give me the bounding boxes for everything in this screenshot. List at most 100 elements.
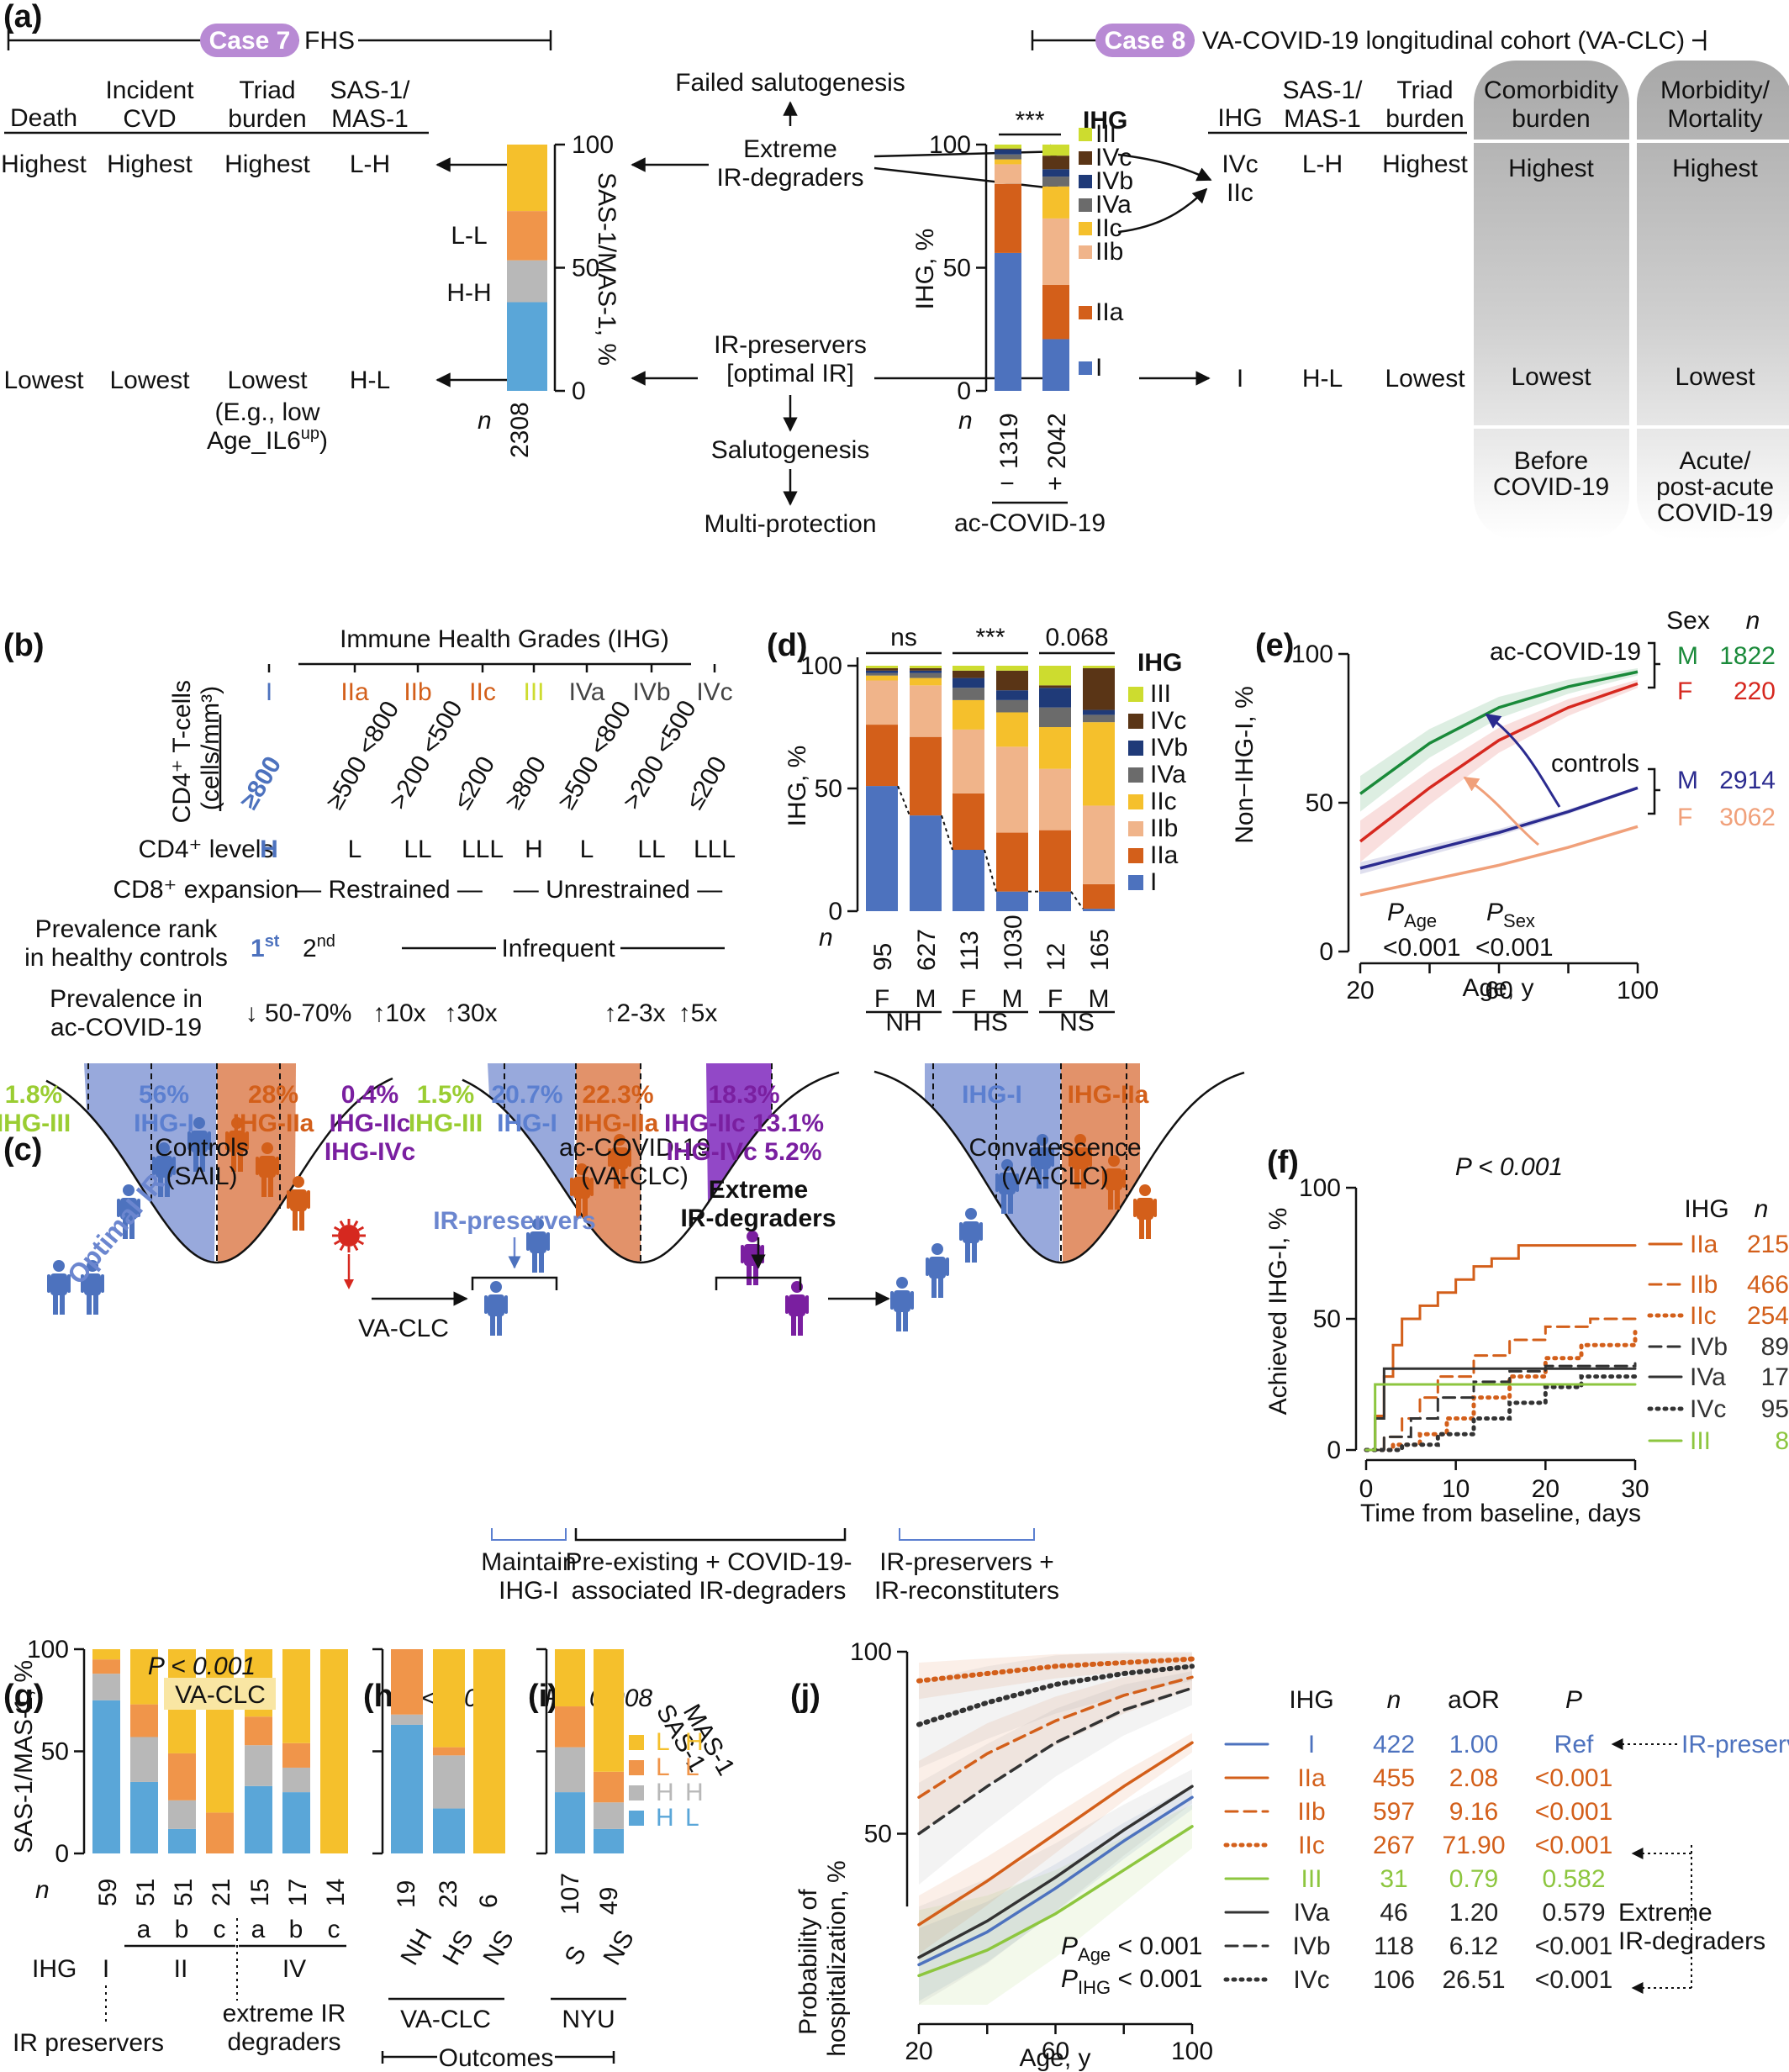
j-cell-0-1: 422 xyxy=(1373,1731,1415,1758)
h-seg-HL xyxy=(433,1808,465,1853)
d-legend-swatch-III xyxy=(1128,687,1143,702)
left-header-1-line: Incident xyxy=(105,76,194,104)
d-seg-IIa xyxy=(1039,830,1071,892)
d-n-1: 627 xyxy=(913,929,941,971)
i-legend-a-1: L xyxy=(656,1753,670,1781)
g-bottom-2-line: extreme IR xyxy=(223,2000,346,2027)
g-sub-0: a xyxy=(137,1916,151,1943)
box1-bottom-line: COVID-19 xyxy=(1657,499,1773,527)
d-n-4: 12 xyxy=(1042,943,1070,971)
j-cell-6-2: 6.12 xyxy=(1449,1932,1498,1960)
j-ylabel-2: hospitalization, % xyxy=(823,1860,851,2056)
panel-f-label: (f) xyxy=(1267,1145,1299,1180)
ihg-axis-label: IHG, % xyxy=(911,229,939,310)
g-n-label: n xyxy=(35,1876,50,1904)
ihg-seg-IVa xyxy=(1042,177,1069,187)
ihg-n-1: 2042 xyxy=(1043,413,1071,469)
f-legend-n-IVa: 17 xyxy=(1761,1363,1789,1391)
d-seg-I xyxy=(910,815,942,911)
cd4-range-4: ≥800 xyxy=(499,751,551,814)
row-high-0: Highest xyxy=(1,150,87,178)
g-box-label: VA-CLC xyxy=(175,1681,266,1709)
c2-stat-2-line: 22.3% xyxy=(582,1081,653,1109)
i-legend-b-3: L xyxy=(685,1804,699,1832)
j-header-1: n xyxy=(1387,1686,1401,1714)
g-n-6: 14 xyxy=(322,1879,350,1906)
d-seg-III xyxy=(910,666,942,668)
right-header-1-line: MAS-1 xyxy=(1284,105,1361,133)
d-sig-2: 0.068 xyxy=(1045,624,1108,651)
legend-swatch-IIa xyxy=(1079,306,1092,319)
g-n-0: 59 xyxy=(94,1879,122,1906)
d-legend-IVa: IVa xyxy=(1150,761,1186,788)
low-note-sup: up xyxy=(301,424,319,443)
g-n-4: 15 xyxy=(246,1879,274,1906)
virus-spike xyxy=(333,1240,340,1246)
i-legend-a-0: L xyxy=(656,1728,670,1756)
ihg-x-0: − xyxy=(1000,470,1015,498)
box1-bottom-line: Acute/ xyxy=(1679,447,1751,475)
d-seg-IVc xyxy=(996,670,1028,691)
legend-label-IIb: IIb xyxy=(1095,238,1123,266)
j-cell-4-0: III xyxy=(1301,1865,1322,1893)
g-seg-HL xyxy=(282,1792,310,1853)
legend-label-III: III xyxy=(1095,120,1116,148)
j-deg-note: Extreme IR-degraders xyxy=(1618,1899,1765,1955)
rank-2: 2 xyxy=(303,935,317,962)
g-seg-LH xyxy=(92,1649,120,1660)
d-seg-IVc xyxy=(1039,685,1071,688)
grade-IIc: IIc xyxy=(469,678,496,706)
c3-blue xyxy=(925,1063,1061,1263)
e-legend-sex-2: M xyxy=(1677,767,1698,794)
d-seg-IVc xyxy=(910,667,942,671)
d-seg-III xyxy=(996,666,1028,671)
f-ytick-label: 0 xyxy=(1327,1437,1341,1464)
d-connector xyxy=(984,849,997,892)
i-seg-HH xyxy=(555,1747,585,1793)
e-legend-sex: Sex xyxy=(1666,607,1710,635)
legend-label-IVa: IVa xyxy=(1095,191,1132,219)
f-legend-label-IIa: IIa xyxy=(1690,1231,1718,1258)
j-band-IIb xyxy=(919,1664,1192,1834)
c-title-1: Controls (SAIL) xyxy=(155,1134,249,1190)
c-degraders: Extreme IR-degraders xyxy=(680,1176,836,1232)
grade-IIa: IIa xyxy=(340,678,369,706)
c-preservers: IR-preservers xyxy=(433,1207,595,1235)
ihg-seg-IVb xyxy=(995,149,1021,155)
c-note-2-line: associated IR-degraders xyxy=(572,1577,847,1605)
i-group: NYU xyxy=(562,2006,615,2033)
c2-stat-0-line: IHG-III xyxy=(409,1110,483,1137)
level-7: LLL xyxy=(694,836,736,863)
f-xtick-label: 10 xyxy=(1442,1475,1470,1503)
d-legend-IVb: IVb xyxy=(1150,734,1188,762)
ihg-seg-III xyxy=(1042,145,1069,156)
p-age: PAge xyxy=(1387,899,1437,931)
d-legend-IIa: IIa xyxy=(1150,841,1179,869)
d-seg-IVb xyxy=(1039,688,1071,708)
c-title-2: ac-COVID-19 (VA-CLC) xyxy=(559,1134,710,1190)
c2-stat-3-line: IHG-IIc 13.1% xyxy=(664,1110,824,1137)
e-legend: Sex n M 1822 F 220 M 2914 F 3062 xyxy=(1648,607,1776,831)
d-legend-III: III xyxy=(1150,680,1171,708)
c-note-1-line: IHG-I xyxy=(499,1577,559,1605)
d-seg-IIb xyxy=(910,685,942,737)
g-box xyxy=(164,1678,276,1710)
box0-bottom-line: COVID-19 xyxy=(1493,473,1609,501)
sas-axis-label: SAS-1/MAS-1, % xyxy=(593,172,620,366)
failed-salutogenesis: Failed salutogenesis xyxy=(675,69,905,97)
c3-curve xyxy=(873,1070,1245,1264)
outcomes-bg xyxy=(437,2044,555,2069)
d-seg-IIc xyxy=(910,677,942,686)
rank-2nd: 2nd xyxy=(303,932,335,962)
right-high-0: IVc IIc xyxy=(1222,150,1258,207)
level-1: L xyxy=(348,836,362,863)
ihg-n-label: n xyxy=(958,407,973,435)
d-sig-0: ns xyxy=(890,624,917,651)
n-label: n xyxy=(478,407,492,435)
g-seg-LH xyxy=(282,1649,310,1743)
left-rows: Highest Highest Highest L-H Lowest Lowest Lowe… xyxy=(1,150,390,455)
g-ylabel: SAS-1/MAS-1, % xyxy=(10,1660,38,1853)
g-seg-LL xyxy=(245,1716,272,1746)
c-pres-bracket xyxy=(471,1276,558,1290)
f-xtick-label: 0 xyxy=(1359,1475,1374,1503)
